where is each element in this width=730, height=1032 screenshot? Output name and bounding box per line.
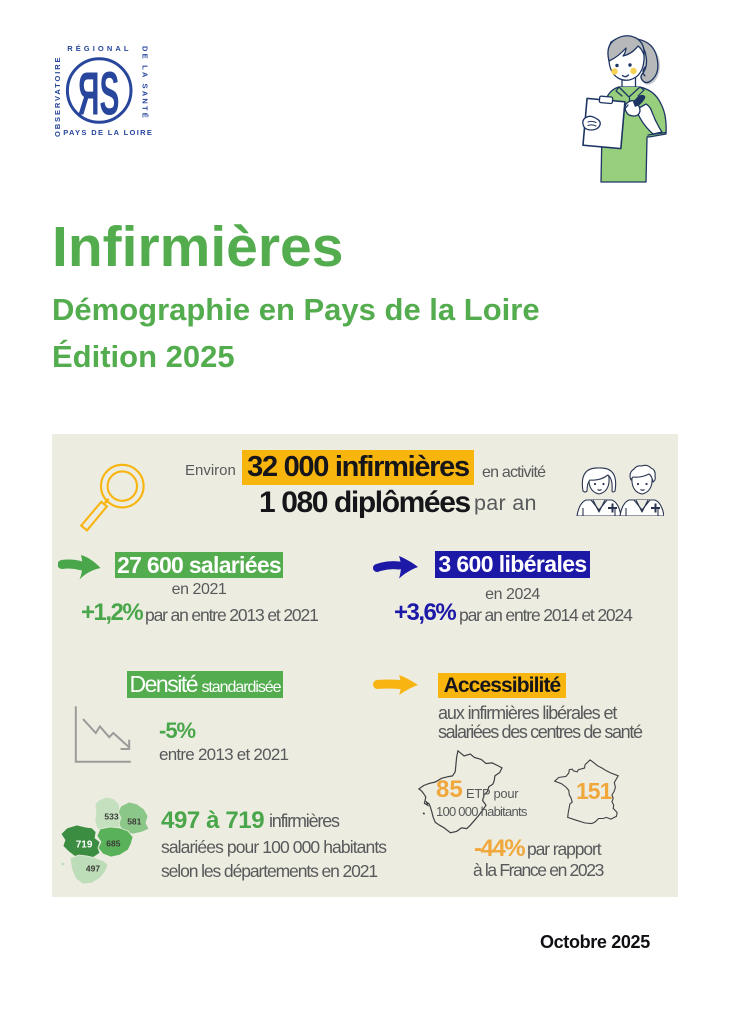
svg-text:RÉGIONAL: RÉGIONAL <box>67 44 131 53</box>
svg-text:PAYS DE LA LOIRE: PAYS DE LA LOIRE <box>63 128 153 137</box>
svg-text:497: 497 <box>86 864 100 874</box>
svg-text:ЯS: ЯS <box>78 61 119 128</box>
svg-text:OBSERVATOIRE: OBSERVATOIRE <box>53 56 62 137</box>
svg-text:719: 719 <box>76 840 93 851</box>
svg-text:533: 533 <box>104 812 118 822</box>
svg-text:DE LA SANTÉ: DE LA SANTÉ <box>141 46 150 120</box>
svg-text:581: 581 <box>127 817 141 827</box>
svg-text:685: 685 <box>106 839 120 849</box>
